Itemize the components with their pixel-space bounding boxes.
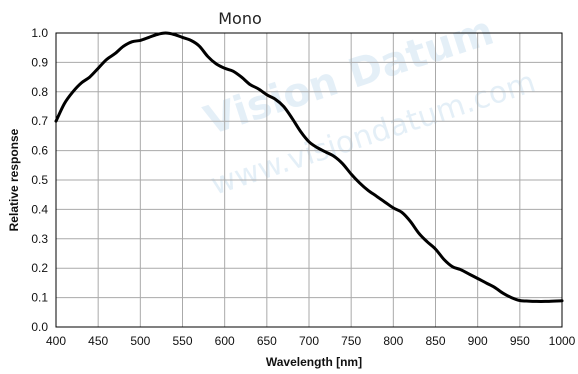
watermark: Vision Datum www.visiondatum.com — [199, 8, 540, 203]
data-point — [173, 33, 176, 36]
data-point — [527, 300, 530, 303]
x-tick-label: 450 — [88, 334, 108, 348]
data-point — [459, 268, 462, 271]
response-curve — [54, 31, 564, 303]
y-tick-label: 0.9 — [31, 55, 48, 69]
data-point — [409, 220, 412, 223]
data-point — [257, 87, 260, 90]
data-point — [291, 117, 294, 120]
data-point — [215, 62, 218, 65]
data-point — [147, 36, 150, 39]
data-point — [198, 45, 201, 48]
data-point — [156, 33, 159, 36]
data-point — [71, 90, 74, 93]
chart-title: Mono — [218, 9, 262, 28]
data-point — [392, 206, 395, 209]
x-tick-label: 900 — [468, 334, 488, 348]
x-axis-ticks: 400 450 500 550 600 650 700 750 800 850 900 950 1000 — [46, 334, 576, 348]
x-tick-label: 500 — [130, 334, 150, 348]
x-axis-label: Wavelength [nm] — [266, 355, 362, 369]
data-point — [333, 155, 336, 158]
x-tick-label: 400 — [46, 334, 66, 348]
data-point — [97, 67, 100, 70]
y-axis-label: Relative response — [7, 128, 21, 231]
data-point — [552, 300, 555, 303]
data-point — [130, 40, 133, 43]
y-tick-label: 0.1 — [31, 291, 48, 305]
data-point — [105, 58, 108, 61]
data-point — [535, 300, 538, 303]
data-point — [299, 130, 302, 133]
y-tick-label: 0.3 — [31, 232, 48, 246]
data-point — [189, 39, 192, 42]
data-point — [55, 120, 58, 123]
plot-frame — [55, 32, 563, 328]
x-tick-label: 800 — [383, 334, 403, 348]
y-tick-label: 0.5 — [31, 173, 48, 187]
data-point — [341, 162, 344, 165]
data-point — [417, 231, 420, 234]
data-point — [181, 36, 184, 39]
data-point — [383, 201, 386, 204]
data-point — [426, 240, 429, 243]
x-tick-label: 650 — [257, 334, 277, 348]
data-point — [434, 248, 437, 251]
data-point — [240, 76, 243, 79]
y-tick-label: 0.7 — [31, 114, 48, 128]
x-tick-label: 550 — [172, 334, 192, 348]
data-point — [308, 140, 311, 143]
y-tick-label: 0.6 — [31, 144, 48, 158]
data-point — [400, 211, 403, 214]
y-tick-label: 0.2 — [31, 261, 48, 275]
y-tick-label: 0.8 — [31, 85, 48, 99]
data-point — [223, 67, 226, 70]
data-point — [367, 189, 370, 192]
data-point — [206, 55, 209, 58]
data-point — [164, 32, 167, 35]
data-point — [485, 281, 488, 284]
y-axis-ticks: 0.0 0.1 0.2 0.3 0.4 0.5 0.6 0.7 0.8 0.9 1.0 — [31, 26, 48, 334]
data-point — [63, 102, 66, 105]
data-point — [88, 76, 91, 79]
data-point — [282, 105, 285, 108]
y-tick-label: 1.0 — [31, 26, 48, 40]
y-tick-label: 0.0 — [31, 320, 48, 334]
x-tick-label: 950 — [510, 334, 530, 348]
x-tick-label: 750 — [341, 334, 361, 348]
data-point — [544, 300, 547, 303]
data-point — [493, 286, 496, 289]
data-point — [442, 258, 445, 261]
data-point — [139, 39, 142, 42]
x-tick-label: 600 — [215, 334, 235, 348]
data-point — [476, 277, 479, 280]
data-point — [249, 83, 252, 86]
data-point — [518, 299, 521, 302]
data-point — [510, 296, 513, 299]
data-point — [316, 146, 319, 149]
data-point — [502, 292, 505, 295]
x-tick-label: 1000 — [549, 334, 576, 348]
data-point — [274, 98, 277, 101]
data-point — [468, 273, 471, 276]
data-point — [265, 93, 268, 96]
data-point — [114, 52, 117, 55]
data-point — [358, 181, 361, 184]
data-point — [80, 82, 83, 85]
data-point — [451, 265, 454, 268]
y-tick-label: 0.4 — [31, 202, 48, 216]
data-point — [232, 70, 235, 73]
x-tick-label: 850 — [425, 334, 445, 348]
data-point — [350, 173, 353, 176]
data-point — [375, 195, 378, 198]
x-tick-label: 700 — [299, 334, 319, 348]
data-point — [324, 151, 327, 154]
data-point — [122, 45, 125, 48]
data-point — [561, 299, 564, 302]
